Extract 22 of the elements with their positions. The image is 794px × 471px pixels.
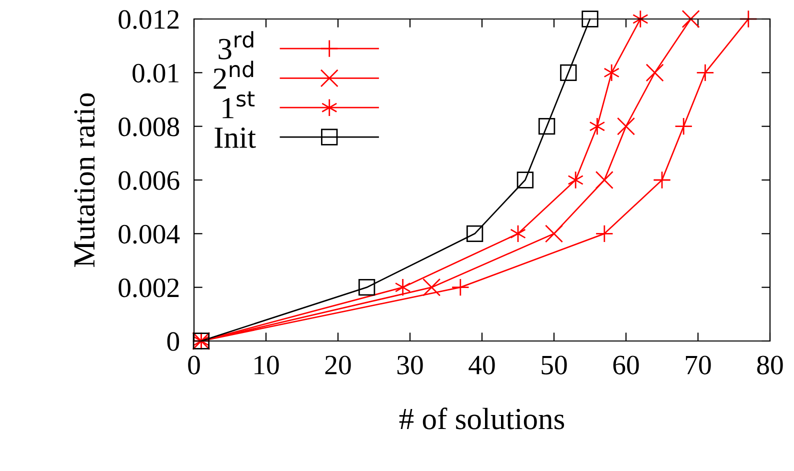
legend-label: 2$^{nd}$	[214, 60, 254, 89]
y-tick-label: 0.01	[132, 64, 178, 83]
y-tick-label: 0.008	[118, 118, 180, 136]
x-tick-label: 70	[686, 356, 711, 374]
x-tick-label: 50	[542, 356, 567, 374]
y-tick-label: 0.004	[118, 224, 180, 244]
x-tick-label: 0	[188, 356, 200, 374]
legend-label: 3$^{rd}$	[218, 31, 254, 60]
y-tick-label: 0	[167, 332, 180, 351]
x-tick-label: 10	[254, 356, 279, 374]
x-tick-label: 20	[325, 356, 351, 374]
y-tick-label: 0.006	[118, 171, 180, 190]
y-tick-label: 0.002	[118, 278, 179, 298]
y-tick-label: 0.012	[118, 10, 179, 30]
legend-label: 1$^{st}$	[222, 91, 255, 118]
x-axis-title: # of solutions	[399, 408, 564, 430]
x-tick-label: 40	[468, 356, 495, 374]
legend-label: Init	[214, 127, 256, 148]
x-tick-label: 30	[397, 356, 423, 374]
y-axis-title: Mutation ratio	[74, 93, 95, 267]
x-tick-label: 80	[757, 356, 783, 374]
x-tick-label: 60	[613, 356, 639, 374]
